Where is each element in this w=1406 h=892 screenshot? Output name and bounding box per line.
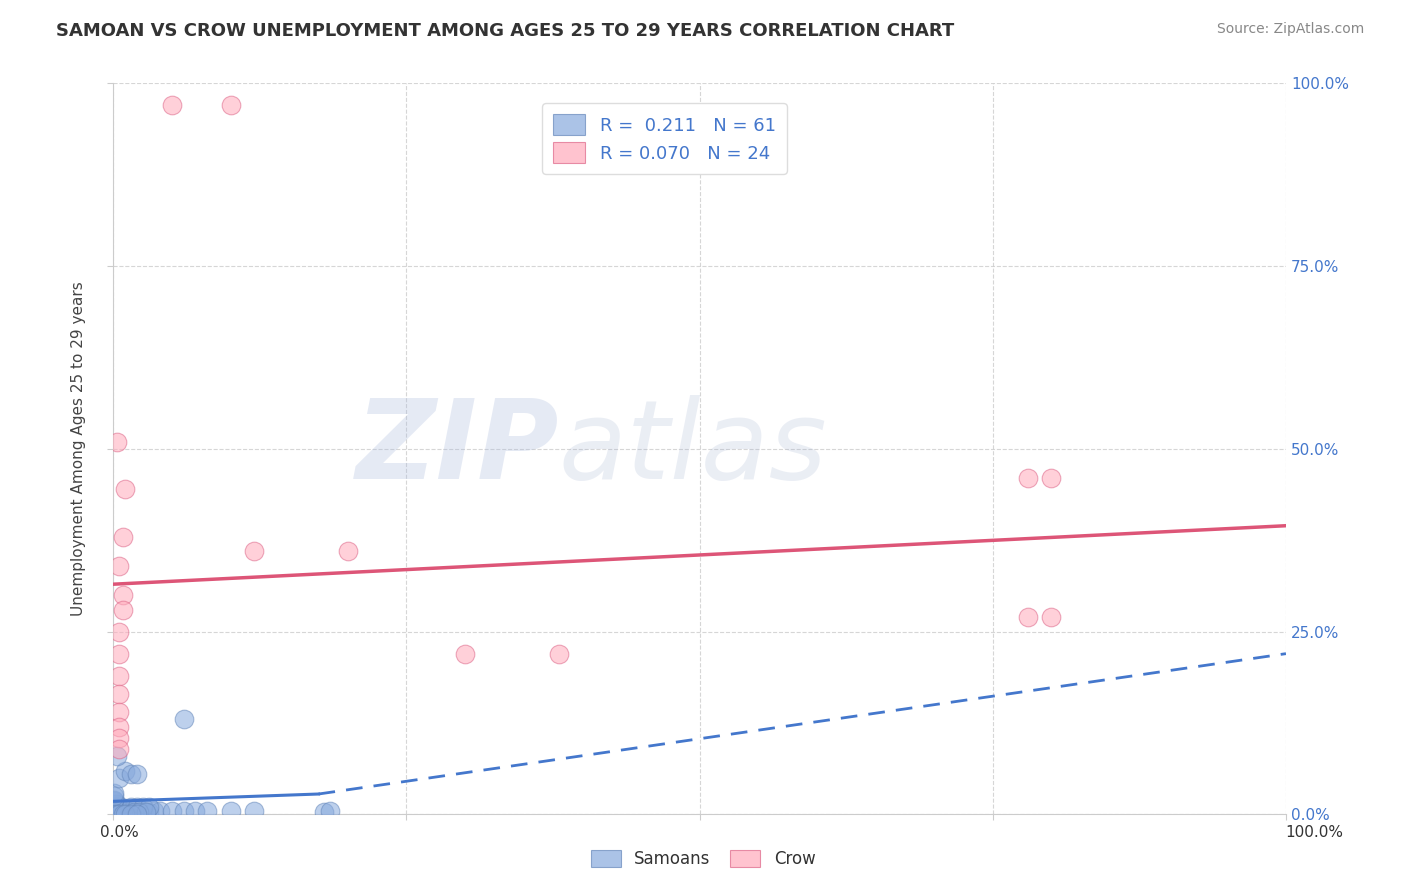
Point: [117, 804, 139, 818]
Text: Source: ZipAtlas.com: Source: ZipAtlas.com: [1216, 22, 1364, 37]
Point: [104, 805, 127, 820]
Point: [111, 603, 134, 617]
Point: [108, 668, 131, 682]
Point: [149, 804, 172, 818]
Point: [114, 482, 136, 496]
Point: [103, 786, 125, 800]
Point: [103, 789, 125, 804]
Point: [314, 805, 336, 820]
Point: [107, 800, 129, 814]
Point: [104, 805, 127, 819]
Point: [124, 805, 146, 820]
Point: [173, 713, 195, 727]
Point: [108, 802, 131, 816]
Point: [125, 805, 148, 820]
Point: [108, 647, 131, 661]
Point: [103, 800, 125, 814]
Point: [105, 434, 128, 449]
Text: ZIP: ZIP: [356, 395, 560, 502]
Point: [105, 749, 128, 764]
Legend: R =  0.211   N = 61, R = 0.070   N = 24: R = 0.211 N = 61, R = 0.070 N = 24: [543, 103, 787, 174]
Point: [114, 764, 136, 778]
Point: [125, 800, 148, 814]
Point: [243, 544, 266, 558]
Point: [103, 804, 125, 818]
Y-axis label: Unemployment Among Ages 25 to 29 years: Unemployment Among Ages 25 to 29 years: [72, 282, 86, 616]
Point: [548, 647, 571, 661]
Point: [111, 588, 134, 602]
Point: [105, 807, 128, 822]
Point: [103, 794, 125, 808]
Point: [120, 807, 142, 822]
Point: [319, 804, 342, 818]
Point: [105, 797, 128, 811]
Point: [103, 798, 125, 813]
Point: [103, 803, 125, 817]
Text: 0.0%: 0.0%: [100, 825, 139, 840]
Text: SAMOAN VS CROW UNEMPLOYMENT AMONG AGES 25 TO 29 YEARS CORRELATION CHART: SAMOAN VS CROW UNEMPLOYMENT AMONG AGES 2…: [56, 22, 955, 40]
Text: atlas: atlas: [560, 395, 828, 502]
Point: [112, 801, 135, 815]
Point: [243, 804, 266, 818]
Point: [1017, 610, 1039, 624]
Point: [124, 805, 146, 819]
Point: [108, 720, 131, 734]
Point: [108, 624, 131, 639]
Point: [138, 805, 160, 819]
Point: [108, 687, 131, 701]
Point: [103, 806, 125, 821]
Point: [219, 804, 242, 818]
Point: [135, 805, 157, 820]
Point: [104, 798, 127, 813]
Point: [104, 797, 127, 811]
Point: [108, 771, 131, 785]
Point: [120, 800, 142, 814]
Point: [110, 805, 132, 820]
Point: [131, 800, 153, 814]
Point: [108, 741, 131, 756]
Point: [103, 802, 125, 816]
Point: [111, 530, 134, 544]
Point: [105, 804, 128, 818]
Point: [184, 804, 207, 818]
Point: [111, 807, 134, 822]
Text: 100.0%: 100.0%: [1285, 825, 1344, 840]
Point: [219, 98, 242, 112]
Point: [160, 804, 183, 818]
Point: [108, 807, 131, 822]
Point: [125, 807, 148, 822]
Point: [131, 804, 153, 818]
Point: [128, 805, 150, 820]
Point: [173, 804, 195, 818]
Point: [108, 705, 131, 719]
Point: [160, 98, 183, 112]
Point: [108, 558, 131, 573]
Point: [336, 544, 359, 558]
Point: [120, 805, 142, 820]
Point: [125, 767, 148, 781]
Point: [103, 807, 125, 822]
Point: [114, 807, 136, 822]
Point: [103, 793, 125, 807]
Point: [111, 803, 134, 817]
Point: [143, 804, 166, 818]
Point: [1040, 471, 1063, 485]
Point: [1017, 471, 1039, 485]
Point: [195, 804, 218, 818]
Point: [103, 805, 125, 820]
Point: [114, 805, 136, 819]
Point: [1040, 610, 1063, 624]
Legend: Samoans, Crow: Samoans, Crow: [583, 843, 823, 875]
Point: [103, 802, 125, 816]
Point: [110, 802, 132, 816]
Point: [454, 647, 477, 661]
Point: [108, 731, 131, 745]
Point: [138, 800, 160, 814]
Point: [120, 767, 142, 781]
